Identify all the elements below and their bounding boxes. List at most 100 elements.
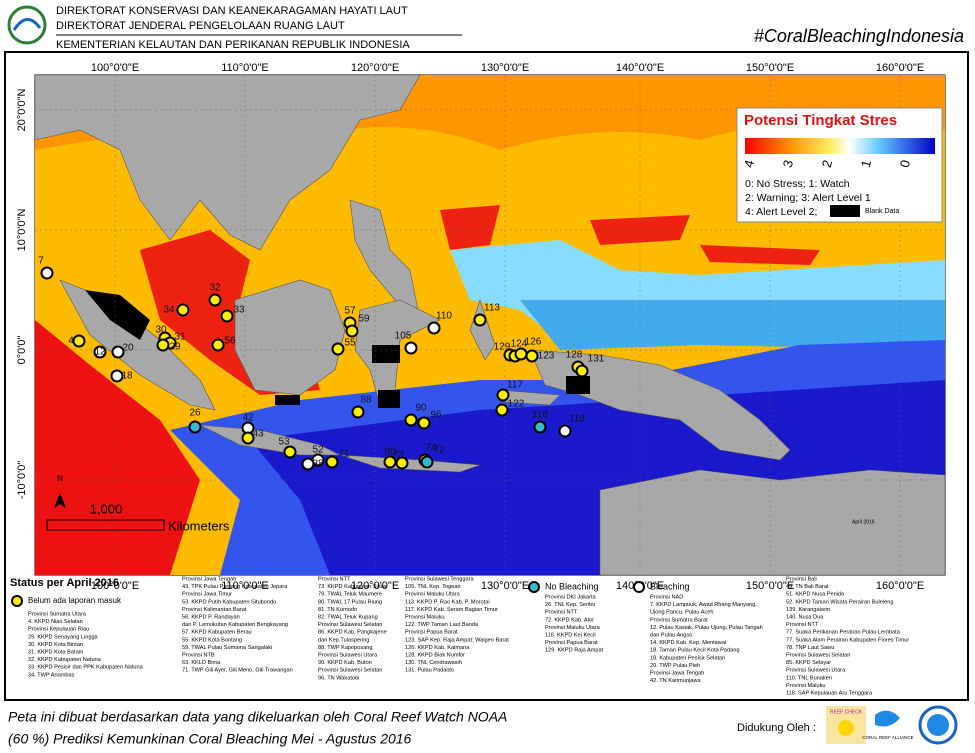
status-heading: Belum ada laporan masuk xyxy=(28,596,122,605)
north-arrow xyxy=(54,493,66,508)
logo-noaa xyxy=(927,714,949,736)
site-marker xyxy=(208,293,222,307)
status-line: 59. TWAL Pulau Somama Sangalaki xyxy=(182,645,272,651)
status-line: Provinsi Kalimantan Barat xyxy=(182,607,247,613)
logo-text: CORAL REEF ALLIANCE xyxy=(862,735,913,740)
status-line: 78. TNP Laut Sawu xyxy=(786,645,834,651)
lon-label: 160°0'0"E xyxy=(876,62,924,74)
site-label: 32 xyxy=(209,283,221,294)
status-line: Ujong Pancu, Pulau Aceh xyxy=(650,610,713,616)
site-marker xyxy=(110,369,124,383)
status-line: Provinsi NTT xyxy=(318,576,351,582)
status-line: dan P. Lemukutan Kabupaten Bengkayang xyxy=(182,622,288,628)
status-heading: Bleaching xyxy=(650,581,690,591)
site-label: 122 xyxy=(508,399,525,410)
site-label: 73 xyxy=(392,450,404,461)
status-line: 77. Suaka Alam Perairan Kabupaten Flores… xyxy=(786,637,909,643)
status-line: 113. KKPD P. Rao Kab. P. Morotai xyxy=(405,599,490,605)
status-line: 105. TNL Kep. Togean xyxy=(405,584,461,590)
site-marker xyxy=(211,338,225,352)
lon-label: 100°0'0"E xyxy=(91,580,139,592)
site-label: 72 xyxy=(433,445,445,456)
status-line: 88. TWP Kapoposang xyxy=(318,645,373,651)
site-label: 29 xyxy=(169,342,181,353)
status-line: Provinsi Sulawesi Selatan xyxy=(786,652,850,658)
status-line: Provinsi Sulawesi Selatan xyxy=(318,668,382,674)
site-marker xyxy=(383,455,397,469)
status-line: 63. KKLD Bima xyxy=(182,660,221,666)
status-line: 4. KKPD Nias Selatan xyxy=(28,619,83,625)
site-label: 124 xyxy=(511,339,528,350)
lon-label: 120°0'0"E xyxy=(351,62,399,74)
status-line: 30. KKPD Kota Bintan xyxy=(28,642,83,648)
legend-line: Blank Data xyxy=(865,208,899,215)
site-marker xyxy=(220,309,234,323)
legend-scale: 4 xyxy=(741,158,757,169)
status-line: 96. TN Wakatobi xyxy=(318,675,359,681)
site-label: 71 xyxy=(338,449,350,460)
lon-label: 120°0'0"E xyxy=(351,580,399,592)
site-marker xyxy=(241,431,255,445)
status-line: 26. TNL Kep. Seribu xyxy=(545,602,595,608)
blank-data xyxy=(85,290,590,408)
footer-line: (60 %) Prediksi Kemunkinan Coral Bleachi… xyxy=(8,731,412,747)
site-marker xyxy=(93,345,107,359)
site-marker xyxy=(351,405,365,419)
site-marker xyxy=(72,334,86,348)
status-line: 57. KKPD Kabupaten Berau xyxy=(182,630,252,636)
credit: April 2016 xyxy=(852,519,875,525)
scale-box xyxy=(46,519,165,531)
status-line: 51. KKPD Nusa Penida xyxy=(786,592,845,598)
legend-line: 2: Warning; 3: Alert Level 1 xyxy=(745,192,871,204)
site-label: 88 xyxy=(360,395,372,406)
logo-icon xyxy=(838,720,854,736)
lat-label: 0°0'0" xyxy=(16,336,28,365)
legend-title: Potensi Tingkat Stres xyxy=(744,112,897,129)
site-label: 123 xyxy=(538,351,555,362)
site-marker xyxy=(395,456,409,470)
status-line: Provinsi Maluku Utara xyxy=(545,625,601,631)
status-line: Provinsi Bali xyxy=(786,576,817,582)
status-line: 14. KKPD Kab. Kep. Mentawai xyxy=(650,640,726,646)
site-label: 118 xyxy=(569,414,585,425)
site-label: 126 xyxy=(525,337,542,348)
logo-icon xyxy=(875,710,900,727)
status-title: Status per April 2016 xyxy=(10,577,119,589)
graticule xyxy=(35,75,945,575)
status-line: 130. TNL Cendrawasih xyxy=(405,660,462,666)
lon-label: 160°0'0"E xyxy=(876,580,924,592)
legend-scale: 2 xyxy=(819,158,835,169)
site-marker xyxy=(40,266,54,280)
site-label: 105 xyxy=(395,331,412,342)
status-line: 117. KKPD Kab. Seram Bagian Timur xyxy=(405,607,498,613)
status-line: 116. KKPD Kei Kecil xyxy=(545,632,596,638)
status-line: 129. KKPD Raja Ampat xyxy=(545,648,604,654)
lat-label: 10°0'0"N xyxy=(16,209,28,252)
legend-scale: 3 xyxy=(780,158,796,169)
status-line: 85. KKPD Selayar xyxy=(786,660,831,666)
lon-label: 150°0'0"E xyxy=(746,62,794,74)
scale-bar: N 1,000 Kilometers April 2016 xyxy=(46,474,875,533)
status-line: 29. KKPD Senayang Lingga xyxy=(28,634,99,640)
site-marker xyxy=(331,342,345,356)
lon-label: 130°0'0"E xyxy=(481,62,529,74)
status-marker xyxy=(633,581,645,593)
lon-label: 140°0'0"E xyxy=(616,62,664,74)
site-label: 129 xyxy=(494,342,511,353)
site-label: 42 xyxy=(242,413,254,424)
status-line: 55. KKPD Kota Bontang xyxy=(182,637,242,643)
status-line: Provinsi Sulawesi Utara xyxy=(318,652,378,658)
status-line: Provinsi DKI Jakarta xyxy=(545,594,597,600)
site-marker xyxy=(156,338,170,352)
footer-line: Peta ini dibuat berdasarkan data yang di… xyxy=(8,709,507,725)
site-label: 131 xyxy=(588,354,605,365)
status-line: 77. Suaka Perikanan Perairan Pulau Lemba… xyxy=(786,630,901,636)
generated: 100°0'0"E100°0'0"E110°0'0"E110°0'0"E120°… xyxy=(10,62,924,697)
lat-label: -10°0'0" xyxy=(16,461,28,500)
status-line: Provinsi Maluku xyxy=(405,614,444,620)
status-line: Provinsi Sulawesi Utara xyxy=(786,668,846,674)
site-label: 20 xyxy=(122,343,134,354)
status-line: Provinsi Papua Barat xyxy=(545,640,598,646)
lon-label: 100°0'0"E xyxy=(91,62,139,74)
status-line: 139. Karangasem xyxy=(786,607,830,613)
